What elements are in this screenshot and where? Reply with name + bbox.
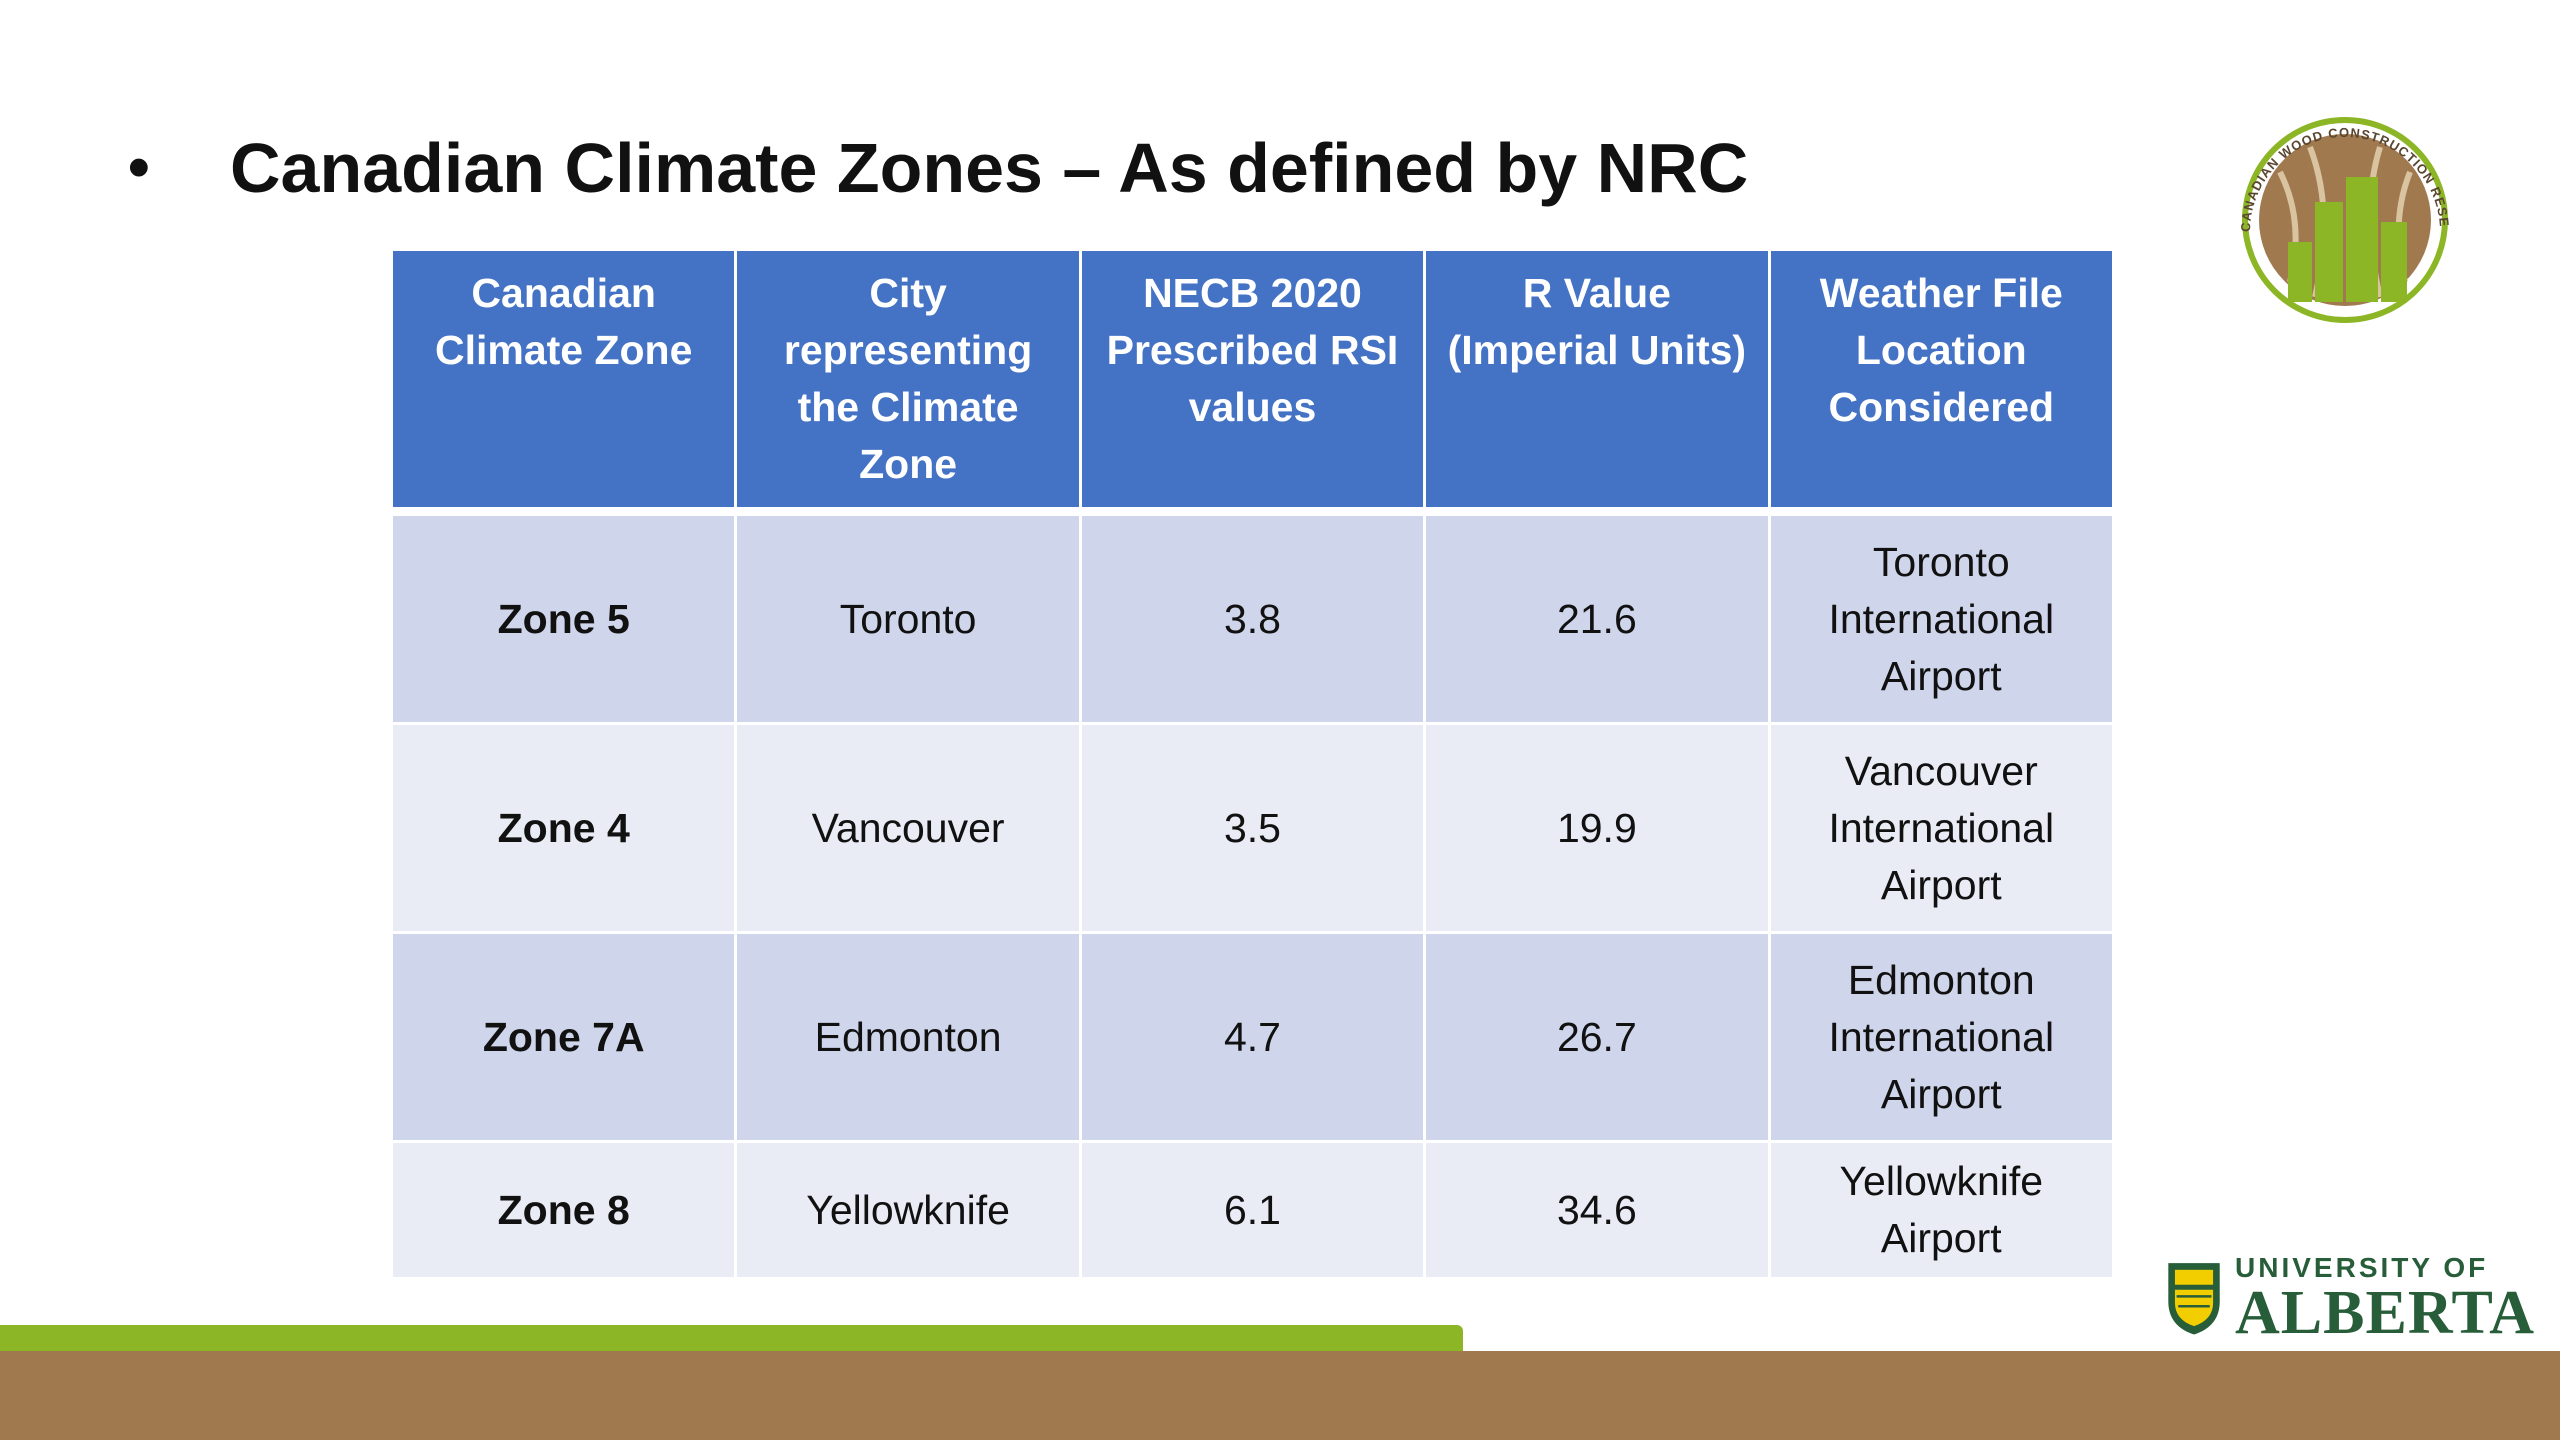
climate-zones-table: Canadian Climate Zone City representing … <box>390 248 2115 1280</box>
zone-cell: Zone 7A <box>393 934 735 1140</box>
table-row: Zone 8 Yellowknife 6.1 34.6 Yellowknife … <box>393 1143 2112 1277</box>
weather-file-cell: Vancouver International Airport <box>1770 725 2112 931</box>
table-row: Zone 7A Edmonton 4.7 26.7 Edmonton Inter… <box>393 934 2112 1140</box>
header-gap-cell <box>393 510 2112 513</box>
rsi-cell: 3.8 <box>1081 516 1424 722</box>
zone-cell: Zone 5 <box>393 516 735 722</box>
footer-brown-bar <box>0 1351 2560 1440</box>
footer-green-bar <box>0 1325 1463 1351</box>
header-rsi-values: NECB 2020 Prescribed RSI values <box>1081 251 1424 507</box>
cwc-research-network-logo: CANADIAN WOOD CONSTRUCTION RESEARCH NETW… <box>2210 82 2451 323</box>
r-value-cell: 26.7 <box>1426 934 1768 1140</box>
header-gap <box>393 510 2112 513</box>
zone-cell: Zone 4 <box>393 725 735 931</box>
header-city: City representing the Climate Zone <box>737 251 1079 507</box>
rsi-cell: 6.1 <box>1081 1143 1424 1277</box>
ua-big-text: ALBERTA <box>2235 1279 2535 1347</box>
r-value-cell: 21.6 <box>1426 516 1768 722</box>
table-row: Zone 4 Vancouver 3.5 19.9 Vancouver Inte… <box>393 725 2112 931</box>
zone-cell: Zone 8 <box>393 1143 735 1277</box>
university-of-alberta-logo: UNIVERSITY OF ALBERTA <box>2165 1248 2535 1348</box>
city-cell: Vancouver <box>737 725 1079 931</box>
ua-small-text: UNIVERSITY OF <box>2235 1252 2489 1283</box>
rsi-cell: 3.5 <box>1081 725 1424 931</box>
header-climate-zone: Canadian Climate Zone <box>393 251 735 507</box>
header-r-value: R Value (Imperial Units) <box>1426 251 1768 507</box>
header-weather-file: Weather File Location Considered <box>1770 251 2112 507</box>
title-row: • Canadian Climate Zones – As defined by… <box>128 118 1748 218</box>
city-cell: Edmonton <box>737 934 1079 1140</box>
weather-file-cell: Toronto International Airport <box>1770 516 2112 722</box>
table-row: Zone 5 Toronto 3.8 21.6 Toronto Internat… <box>393 516 2112 722</box>
weather-file-cell: Yellowknife Airport <box>1770 1143 2112 1277</box>
ua-wordmark: UNIVERSITY OF ALBERTA <box>2235 1252 2535 1347</box>
weather-file-cell: Edmonton International Airport <box>1770 934 2112 1140</box>
bullet-point: • <box>128 133 150 202</box>
table-header-row: Canadian Climate Zone City representing … <box>393 251 2112 507</box>
city-cell: Yellowknife <box>737 1143 1079 1277</box>
ua-crest-icon <box>2168 1263 2220 1335</box>
city-cell: Toronto <box>737 516 1079 722</box>
r-value-cell: 19.9 <box>1426 725 1768 931</box>
slide-title: Canadian Climate Zones – As defined by N… <box>230 129 1749 207</box>
r-value-cell: 34.6 <box>1426 1143 1768 1277</box>
rsi-cell: 4.7 <box>1081 934 1424 1140</box>
